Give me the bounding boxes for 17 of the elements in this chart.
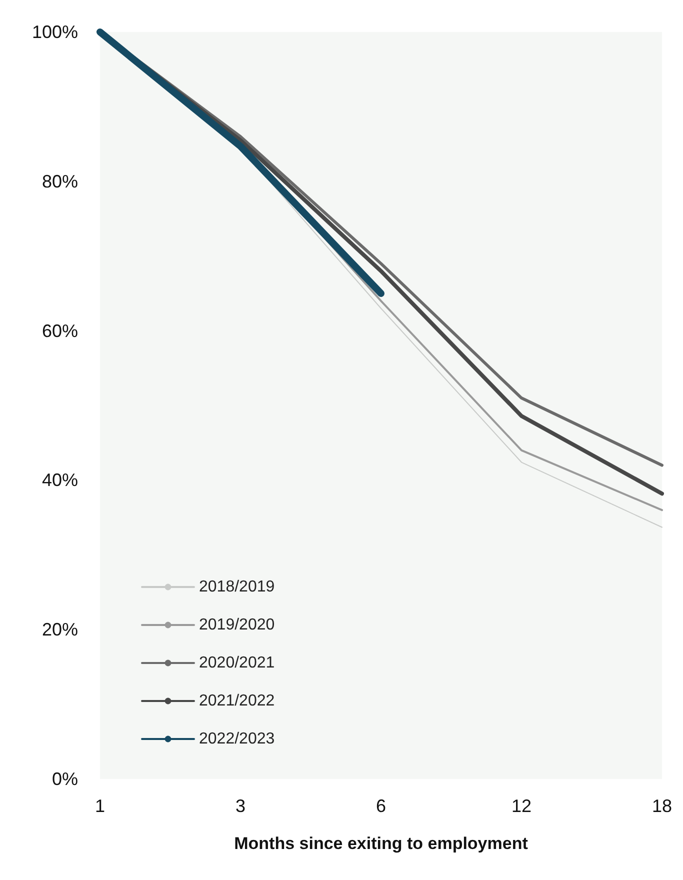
- x-tick-label: 1: [94, 796, 106, 816]
- x-tick-label: 3: [235, 796, 246, 816]
- y-tick-label: 60%: [42, 320, 78, 341]
- y-tick-label: 40%: [42, 470, 78, 490]
- y-tick-label: 0%: [52, 769, 78, 789]
- x-tick-label: 6: [376, 796, 386, 816]
- x-tick-label: 12: [511, 796, 532, 816]
- legend-label: 2018/2019: [199, 578, 275, 596]
- x-tick-label: 18: [652, 796, 672, 816]
- legend-label: 2022/2023: [199, 730, 275, 748]
- legend-label: 2021/2022: [199, 692, 275, 710]
- legend-label: 2020/2021: [199, 654, 275, 672]
- y-tick-label: 20%: [42, 620, 78, 640]
- legend-label: 2019/2020: [199, 616, 275, 634]
- y-tick-label: 100%: [32, 22, 78, 42]
- x-axis-title: Months since exiting to employment: [234, 834, 528, 853]
- y-tick-label: 80%: [42, 171, 78, 192]
